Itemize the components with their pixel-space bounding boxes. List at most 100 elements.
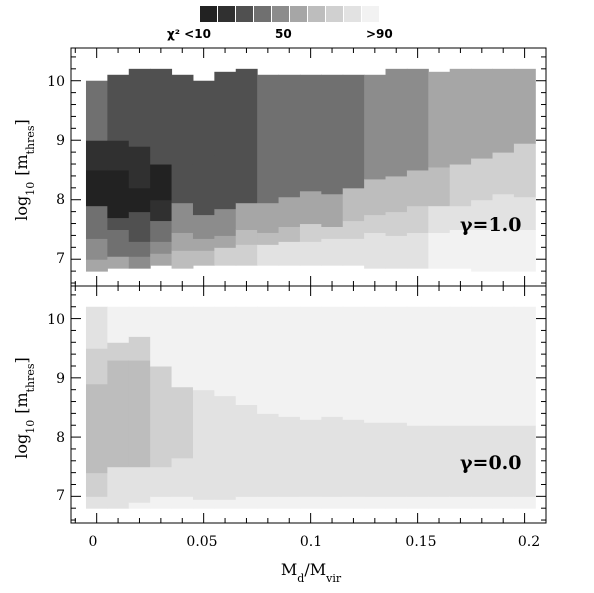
heatmap-cell (492, 229, 515, 272)
heatmap-cell (192, 214, 215, 239)
heatmap-cell (513, 306, 536, 426)
heatmap-cell (192, 238, 215, 251)
heatmap-cell (299, 74, 322, 192)
heatmap-cell (85, 496, 108, 509)
heatmap-cell (471, 496, 494, 509)
heatmap-cell (85, 205, 108, 239)
heatmap-cell (342, 496, 365, 509)
colorbar-label-low: χ² <10 (167, 27, 211, 41)
heatmap-cell (321, 193, 344, 227)
colorbar-swatch (254, 6, 271, 22)
x-tick-label: 0.05 (186, 534, 217, 550)
heatmap-cell (128, 502, 151, 509)
y-tick-label: 9 (56, 133, 65, 149)
heatmap-cell (85, 383, 108, 474)
heatmap-cell (428, 232, 451, 269)
y-tick-label: 9 (56, 371, 65, 387)
heatmap-cell (321, 306, 344, 417)
heatmap-cell (364, 214, 387, 233)
heatmap-cell (428, 425, 451, 497)
heatmap-cell (492, 152, 515, 195)
x-tick-labels: 0 0.05 0.1 0.15 0.2 (89, 534, 541, 550)
heatmap-cell (150, 241, 173, 254)
colorbar-swatch (218, 6, 235, 22)
bottom-panel-y-axis-label: log10[mthres] (12, 357, 37, 459)
heatmap-cell (278, 241, 301, 266)
heatmap-cell (428, 71, 451, 168)
heatmap-cell (471, 425, 494, 497)
x-tick-label: 0.15 (405, 534, 436, 550)
colorbar-swatch (236, 6, 253, 22)
x-tick-label: 0.1 (300, 534, 322, 550)
heatmap-cell (342, 419, 365, 497)
heatmap-cell (513, 496, 536, 509)
heatmap-cell (342, 238, 365, 266)
heatmap-cell (385, 496, 408, 509)
y-tick-label: 10 (47, 312, 65, 328)
heatmap-cell (385, 306, 408, 423)
heatmap-cell (171, 457, 194, 497)
bottom-panel-frame (70, 285, 547, 524)
heatmap-cell (192, 389, 215, 500)
colorbar-legend (200, 6, 379, 22)
heatmap-cell (128, 360, 151, 468)
heatmap-cell (278, 416, 301, 497)
heatmap-cell (192, 164, 215, 216)
heatmap-cell (150, 466, 173, 497)
x-tick-label: 0.2 (518, 534, 540, 550)
heatmap-cell (278, 196, 301, 227)
top-panel-cells (85, 68, 536, 272)
heatmap-cell (385, 175, 408, 213)
colorbar-swatch (290, 6, 307, 22)
heatmap-cell (128, 256, 151, 269)
heatmap-cell (257, 496, 280, 509)
heatmap-cell (150, 68, 173, 165)
colorbar-swatch (200, 6, 217, 22)
top-panel-ticks (71, 48, 546, 286)
colorbar-swatch (272, 6, 289, 22)
heatmap-cell (235, 496, 258, 509)
heatmap-cell (299, 241, 322, 266)
heatmap-cell (321, 74, 344, 195)
heatmap-cell (449, 496, 472, 509)
colorbar-label-high: >90 (366, 27, 393, 41)
heatmap-cell (513, 425, 536, 497)
heatmap-cell (235, 68, 258, 204)
heatmap-cell (128, 146, 151, 189)
heatmap-cell (321, 496, 344, 509)
heatmap-cell (492, 306, 515, 426)
colorbar-swatch (344, 6, 361, 22)
heatmap-cell (150, 253, 173, 266)
heatmap-cell (150, 496, 173, 509)
colorbar-swatch (308, 6, 325, 22)
top-panel-gamma-1: γ=1.0 (71, 48, 546, 286)
y-tick-label: 8 (56, 430, 65, 446)
heatmap-cell (107, 169, 130, 219)
heatmap-cell (385, 235, 408, 269)
heatmap-cell (85, 259, 108, 272)
heatmap-cell (278, 496, 301, 509)
heatmap-cell (492, 425, 515, 497)
heatmap-cell (107, 342, 130, 361)
heatmap-cell (278, 226, 301, 242)
heatmap-cell (214, 499, 237, 509)
heatmap-cell (471, 306, 494, 426)
heatmap-cell (192, 306, 215, 391)
heatmap-cell (364, 422, 387, 497)
heatmap-cell (107, 140, 130, 171)
heatmap-cell (364, 74, 387, 180)
heatmap-cell (128, 306, 151, 337)
heatmap-cell (107, 229, 130, 257)
heatmap-cell (171, 202, 194, 233)
heatmap-cell (214, 208, 237, 236)
top-panel-y-axis-label: log10[mthres] (12, 119, 37, 221)
heatmap-cell (406, 169, 429, 207)
heatmap-cell (107, 496, 130, 509)
heatmap-cell (513, 68, 536, 144)
heatmap-cell (342, 306, 365, 420)
heatmap-cell (107, 256, 130, 269)
heatmap-cell (128, 336, 151, 361)
heatmap-cell (321, 416, 344, 497)
heatmap-cell (85, 348, 108, 385)
